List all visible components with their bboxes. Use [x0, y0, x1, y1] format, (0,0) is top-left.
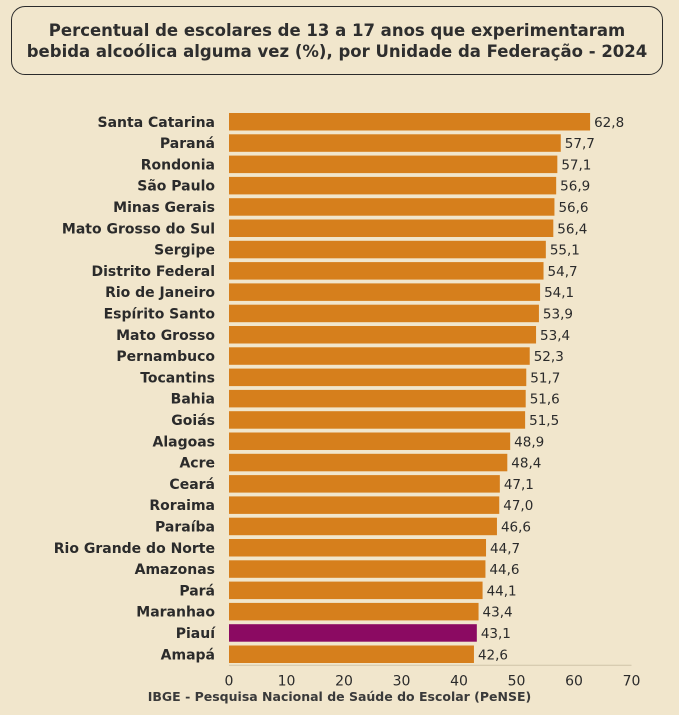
value-label: 43,1: [481, 626, 511, 642]
category-label: Pernambuco: [116, 349, 215, 365]
category-label: Rio Grande do Norte: [54, 541, 215, 557]
bar: [229, 219, 554, 237]
bar: [229, 389, 526, 408]
category-label: Bahia: [171, 392, 215, 408]
value-label: 55,1: [550, 243, 580, 259]
value-label: 57,1: [561, 157, 591, 173]
value-label: 48,4: [511, 456, 541, 472]
bar: [229, 581, 483, 600]
bar: [229, 347, 530, 365]
category-label: Mato Grosso: [116, 328, 215, 344]
value-label: 48,9: [514, 434, 544, 450]
category-label: Rondonia: [141, 157, 215, 173]
bar: [229, 113, 591, 131]
category-label: Acre: [179, 456, 215, 472]
value-label: 43,4: [483, 605, 513, 621]
value-label: 44,7: [490, 541, 520, 557]
value-label: 51,6: [530, 392, 560, 408]
x-tick-label: 20: [335, 673, 353, 689]
category-label: São Paulo: [137, 179, 215, 195]
bar: [229, 411, 526, 429]
bar: [229, 624, 477, 642]
chart-title: Percentual de escolares de 13 a 17 anos …: [26, 20, 648, 61]
category-label: Piauí: [176, 626, 216, 642]
category-label: Distrito Federal: [92, 264, 216, 280]
value-label: 47,0: [503, 498, 533, 514]
value-label: 54,1: [544, 285, 574, 301]
value-label: 62,8: [594, 115, 624, 131]
x-tick-label: 30: [393, 673, 411, 689]
category-label: Amazonas: [135, 562, 215, 578]
value-label: 54,7: [548, 264, 578, 280]
value-label: 53,9: [543, 306, 573, 322]
bar: [229, 432, 511, 450]
category-label: Alagoas: [152, 434, 215, 450]
bar: [229, 134, 561, 152]
category-label: Mato Grosso do Sul: [62, 221, 215, 237]
value-label: 57,7: [565, 136, 595, 152]
bar: [229, 262, 544, 280]
category-label: Goiás: [171, 413, 215, 429]
category-label: Minas Gerais: [113, 200, 215, 216]
value-label: 44,1: [487, 583, 517, 599]
bar: [229, 645, 474, 663]
chart-source: IBGE - Pesquisa Nacional de Saúde do Esc…: [147, 689, 532, 704]
value-label: 51,5: [529, 413, 559, 429]
bar: [229, 453, 508, 472]
x-tick-label: 40: [450, 673, 468, 689]
bar: [229, 176, 557, 195]
bar: [229, 475, 500, 493]
value-label: 46,6: [501, 519, 531, 535]
value-label: 44,6: [489, 562, 519, 578]
category-label: Roraima: [149, 498, 215, 514]
value-label: 56,6: [558, 200, 588, 216]
bar: [229, 240, 546, 259]
category-label: Maranhao: [136, 605, 215, 621]
category-label: Espírito Santo: [104, 306, 216, 322]
bar: [229, 368, 527, 387]
category-label: Tocantins: [140, 370, 215, 386]
bar: [229, 517, 497, 536]
bar: [229, 539, 487, 557]
value-label: 52,3: [534, 349, 564, 365]
x-tick-label: 70: [623, 673, 641, 689]
bar: [229, 155, 558, 174]
value-label: 56,9: [560, 179, 590, 195]
value-label: 53,4: [540, 328, 570, 344]
value-label: 42,6: [478, 647, 508, 663]
category-label: Sergipe: [154, 243, 215, 259]
bar: [229, 326, 537, 344]
bar: [229, 198, 555, 216]
value-label: 56,4: [557, 221, 587, 237]
value-label: 47,1: [504, 477, 534, 493]
category-label: Pará: [179, 583, 215, 599]
x-tick-label: 10: [278, 673, 296, 689]
bar: [229, 560, 486, 578]
x-tick-label: 50: [508, 673, 526, 689]
category-label: Ceará: [169, 477, 215, 493]
value-label: 51,7: [530, 370, 560, 386]
bar: [229, 304, 539, 323]
bar: [229, 496, 500, 514]
x-tick-label: 0: [225, 673, 234, 689]
chart-title-box: Percentual de escolares de 13 a 17 anos …: [11, 6, 663, 75]
category-label: Paraná: [160, 136, 215, 152]
bar: [229, 602, 479, 621]
category-label: Paraíba: [155, 519, 215, 535]
bar: [229, 283, 541, 301]
x-tick-label: 60: [565, 673, 583, 689]
category-label: Rio de Janeiro: [105, 285, 215, 301]
category-label: Santa Catarina: [98, 115, 216, 131]
category-label: Amapá: [161, 647, 215, 663]
